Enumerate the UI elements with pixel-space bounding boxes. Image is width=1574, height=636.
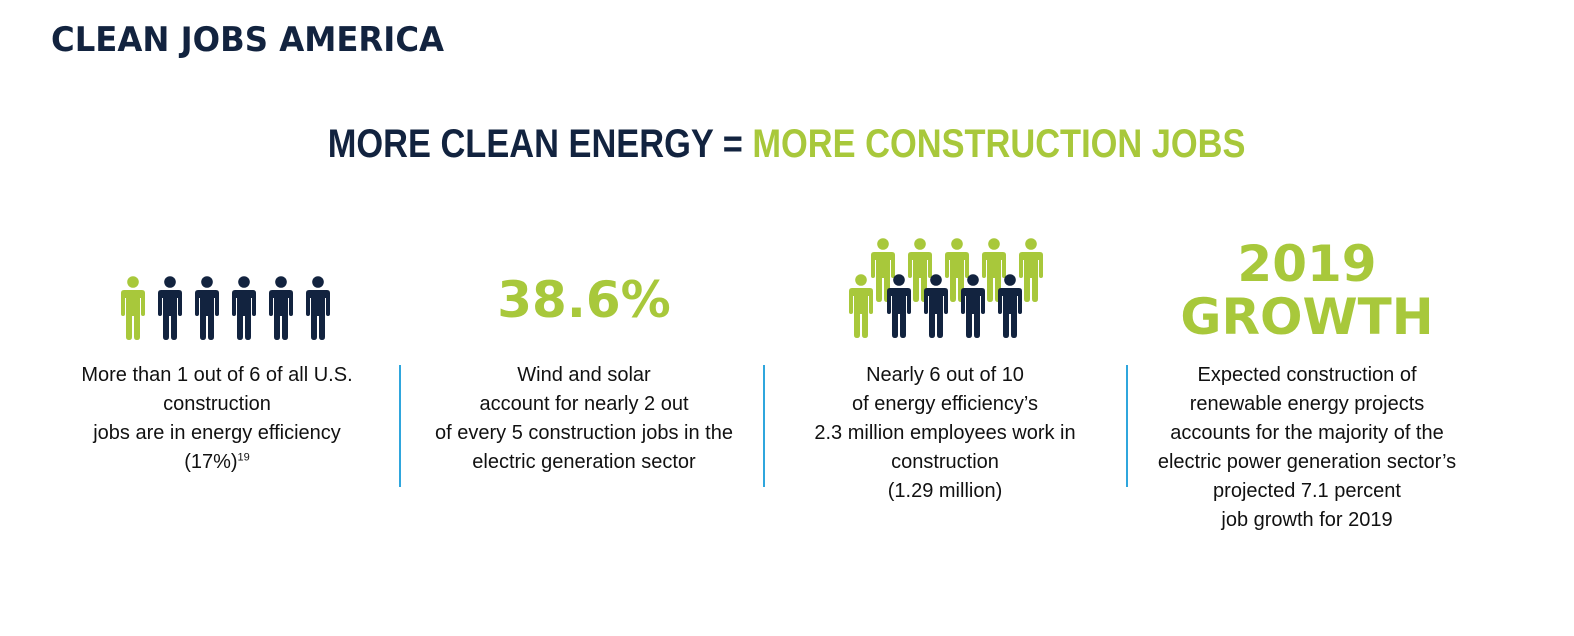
stat-4-big-number-label: GROWTH xyxy=(1180,288,1434,346)
stat-1-line: More than 1 out of 6 of all U.S. xyxy=(81,364,353,386)
stat-1-line: construction xyxy=(163,393,271,415)
stat-1-percent: (17%) xyxy=(184,451,238,473)
stat-column-3: Nearly 6 out of 10 of energy efficiency’… xyxy=(785,238,1105,508)
stat-column-4: 2019 GROWTH Expected construction of ren… xyxy=(1147,238,1467,538)
stat-2-text: Wind and solar account for nearly 2 out … xyxy=(424,361,744,477)
stat-4-line: accounts for the majority of the xyxy=(1170,422,1444,444)
headline: MORE CLEAN ENERGY = MORE CONSTRUCTION JO… xyxy=(0,122,1574,167)
stat-4-big-number-year: 2019 xyxy=(1237,235,1377,293)
person-icon-navy xyxy=(304,276,332,340)
headline-part-1: MORE CLEAN ENERGY = xyxy=(328,122,753,166)
stat-3-line: construction xyxy=(891,451,999,473)
stat-3-line: Nearly 6 out of 10 xyxy=(866,364,1024,386)
column-divider xyxy=(1126,365,1128,487)
stat-3-line: (1.29 million) xyxy=(887,480,1003,502)
stat-4-text: Expected construction of renewable energ… xyxy=(1147,361,1467,535)
stat-2-line: of every 5 construction jobs in the xyxy=(435,422,733,444)
person-icon-navy xyxy=(996,274,1024,338)
stat-3-line: of energy efficiency’s xyxy=(851,393,1039,415)
stat-4-line: renewable energy projects xyxy=(1189,393,1425,415)
stat-4-line: Expected construction of xyxy=(1197,364,1417,386)
stat-column-1: More than 1 out of 6 of all U.S. constru… xyxy=(57,270,377,490)
stat-4-line: job growth for 2019 xyxy=(1221,509,1393,531)
headline-part-2: MORE CONSTRUCTION JOBS xyxy=(752,122,1246,166)
stat-3-text: Nearly 6 out of 10 of energy efficiency’… xyxy=(785,361,1105,506)
stat-2-line: account for nearly 2 out xyxy=(479,393,689,415)
stat-2-line: electric generation sector xyxy=(472,451,696,473)
person-icon-green xyxy=(119,276,147,340)
stat-1-last-line: (17%)19 xyxy=(57,448,377,477)
stat-1-text: More than 1 out of 6 of all U.S. constru… xyxy=(57,361,377,477)
stat-4-line: projected 7.1 percent xyxy=(1213,480,1401,502)
person-icon-group xyxy=(847,238,1057,340)
column-divider xyxy=(399,365,401,487)
person-icon-navy xyxy=(959,274,987,338)
stat-2-line: Wind and solar xyxy=(517,364,651,386)
person-icon-navy xyxy=(922,274,950,338)
brand-title: CLEAN JOBS AMERICA xyxy=(51,20,445,60)
person-icon-navy xyxy=(267,276,295,340)
person-icon-navy xyxy=(193,276,221,340)
stat-column-2: 38.6% Wind and solar account for nearly … xyxy=(424,270,744,490)
person-icon-navy xyxy=(156,276,184,340)
column-divider xyxy=(763,365,765,487)
stat-2-big-number: 38.6% xyxy=(497,271,671,329)
person-icon-row xyxy=(119,276,339,340)
person-icon-green xyxy=(847,274,875,338)
stat-3-line: 2.3 million employees work in xyxy=(814,422,1076,444)
person-icon-navy xyxy=(885,274,913,338)
stat-4-line: electric power generation sector’s xyxy=(1157,451,1457,473)
stat-1-line: jobs are in energy efficiency xyxy=(93,422,341,444)
person-icon-navy xyxy=(230,276,258,340)
footnote-marker: 19 xyxy=(237,451,250,464)
